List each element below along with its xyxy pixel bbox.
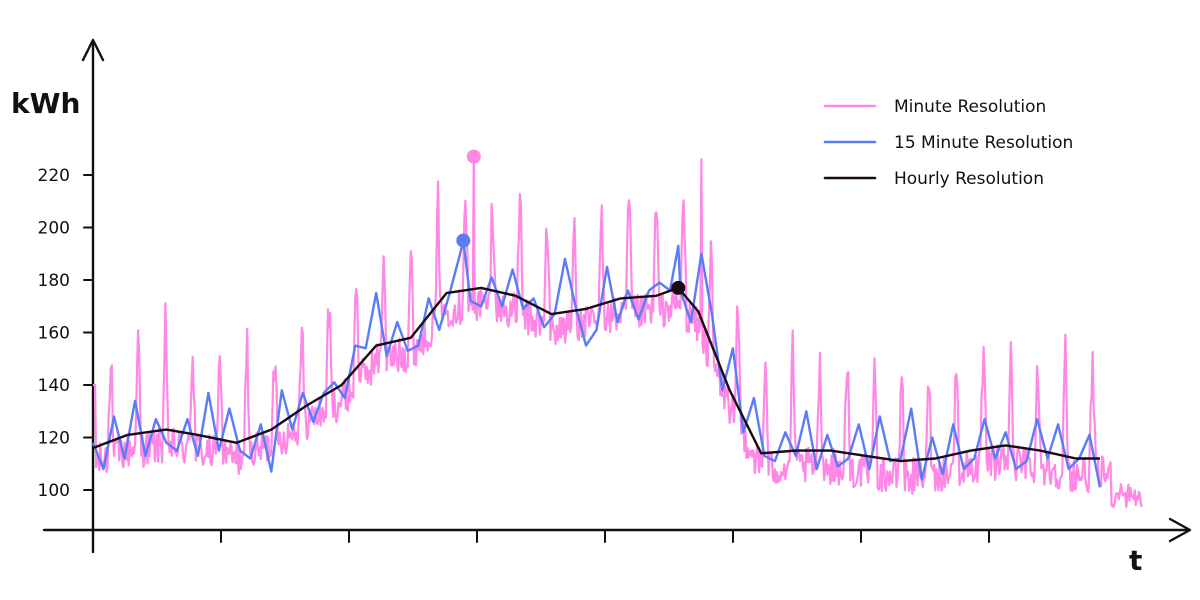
legend-label-0: Minute Resolution (894, 97, 1046, 117)
legend-label-2: Hourly Resolution (894, 169, 1044, 189)
peak-marker-quarter-hour (456, 233, 471, 248)
y-tick-label-140: 140 (38, 376, 70, 396)
peak-marker-hourly (671, 280, 686, 295)
series-minute-resolution (92, 155, 1143, 509)
legend-label-1: 15 Minute Resolution (894, 133, 1073, 153)
y-tick-label-200: 200 (38, 219, 70, 239)
legend: Minute Resolution 15 Minute Resolution Hou… (823, 97, 1073, 189)
quarter-hour-resolution-line (91, 239, 1102, 488)
minute-resolution-line (92, 155, 1143, 509)
y-tick-label-220: 220 (38, 166, 70, 186)
y-tick-label-120: 120 (38, 429, 70, 449)
series-15-minute-resolution (91, 239, 1102, 488)
hourly-resolution-line (92, 286, 1100, 463)
peak-markers (456, 149, 686, 295)
y-tick-label-100: 100 (38, 481, 70, 501)
x-axis-label: t (1129, 544, 1142, 577)
y-tick-label-180: 180 (38, 271, 70, 291)
axes: kWh t (11, 38, 1192, 577)
x-ticks (220, 529, 990, 543)
y-axis-arrowhead (81, 38, 105, 62)
series-hourly-resolution (92, 286, 1100, 463)
y-axis-label: kWh (11, 87, 80, 120)
y-tick-label-160: 160 (38, 324, 70, 344)
x-axis-arrowhead (1168, 517, 1192, 543)
y-ticks: 100 120 140 160 180 200 220 (38, 166, 94, 501)
peak-marker-minute (466, 149, 481, 164)
